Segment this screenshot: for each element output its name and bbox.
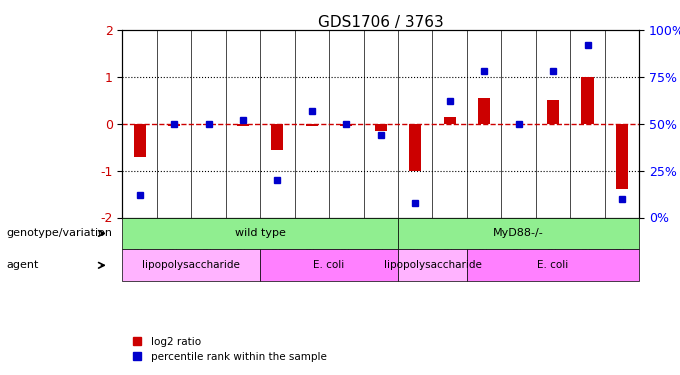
Bar — [340, 124, 352, 126]
Bar — [616, 124, 628, 189]
Bar — [443, 117, 456, 124]
Bar — [133, 124, 146, 157]
Text: agent: agent — [7, 260, 39, 270]
Text: MyD88-/-: MyD88-/- — [493, 228, 544, 238]
Text: E. coli: E. coli — [313, 260, 345, 270]
Bar — [478, 98, 490, 124]
Text: lipopolysaccharide: lipopolysaccharide — [142, 260, 240, 270]
Bar — [271, 124, 284, 150]
Text: GDS1706 / 3763: GDS1706 / 3763 — [318, 15, 443, 30]
Bar — [409, 124, 422, 171]
Bar — [547, 100, 559, 124]
Text: lipopolysaccharide: lipopolysaccharide — [384, 260, 481, 270]
Legend: log2 ratio, percentile rank within the sample: log2 ratio, percentile rank within the s… — [128, 333, 330, 366]
Bar — [306, 124, 318, 126]
Text: E. coli: E. coli — [537, 260, 568, 270]
Bar — [237, 124, 249, 126]
Text: wild type: wild type — [235, 228, 286, 238]
Bar — [581, 77, 594, 124]
Bar — [375, 124, 387, 131]
Bar — [168, 124, 180, 126]
Text: genotype/variation: genotype/variation — [7, 228, 113, 238]
